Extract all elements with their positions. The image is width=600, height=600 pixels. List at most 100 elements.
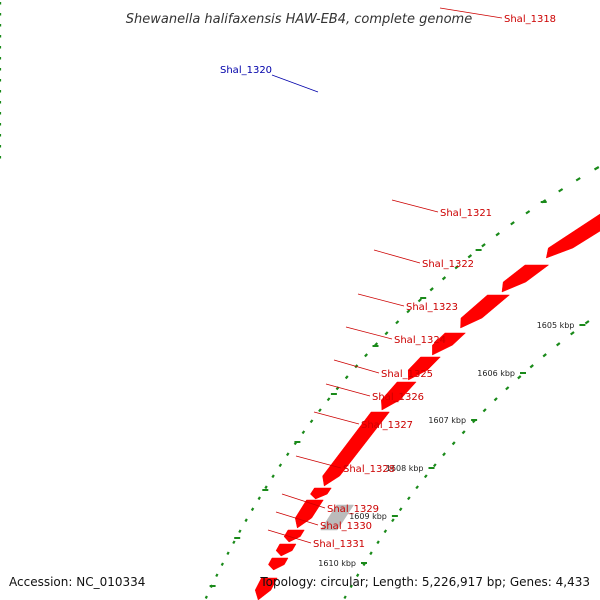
outer-ruler-dot	[406, 309, 411, 314]
outer-ruler-dot	[278, 463, 283, 468]
reverse-gene-arrow	[460, 294, 511, 329]
label-leader-line	[271, 74, 319, 93]
inner-ruler-dot	[407, 496, 411, 501]
outer-ruler-dot	[417, 298, 422, 303]
reverse-gene-arrow	[381, 381, 417, 411]
label-leader-line	[267, 529, 312, 544]
outer-ruler-dot	[301, 430, 306, 435]
inner-ruler-dot	[349, 584, 353, 589]
reverse-gene-arrow	[294, 499, 324, 529]
map-title: Shewanella halifaxensis HAW-EB4, complet…	[126, 12, 472, 27]
reverse-gene-arrow	[501, 264, 550, 293]
inner-ruler-dot	[442, 452, 446, 457]
outer-ruler-dot	[429, 287, 434, 292]
inner-ruler-dot	[482, 408, 487, 413]
outer-ruler-dot	[215, 573, 219, 578]
outer-ruler-dot	[204, 595, 208, 599]
outer-ruler-dot	[257, 496, 261, 501]
inner-ruler-dot	[584, 320, 590, 325]
outer-ruler-dot	[344, 375, 349, 380]
label-leader-line	[357, 293, 405, 307]
gene-label: Shal_1327	[361, 420, 413, 431]
outer-ruler-dot	[364, 353, 369, 358]
label-leader-line	[325, 383, 371, 397]
outer-ruler-dot	[226, 551, 230, 556]
gene-label: Shal_1330	[320, 521, 372, 532]
pseudogene-box	[320, 504, 355, 531]
kbp-tick-label: 1609 kbp	[349, 512, 387, 521]
gene-label: Shal_1323	[406, 302, 458, 313]
outer-ruler-dot	[285, 452, 290, 457]
outer-ruler-dot	[232, 540, 236, 545]
gene-label: Shal_1320	[220, 65, 272, 76]
label-leader-line	[439, 7, 503, 19]
inner-ruler-dot	[343, 595, 347, 600]
inner-ruler-dot	[517, 375, 522, 380]
outer-ruler-dot	[467, 254, 473, 259]
outer-ruler-dot	[238, 529, 242, 534]
outer-ruler-dot	[558, 188, 564, 193]
inner-ruler-dot	[570, 331, 575, 336]
gene-label: Shal_1321	[440, 208, 492, 219]
outer-ruler-dot	[395, 320, 400, 325]
inner-ruler-dot	[423, 474, 428, 479]
gene-label: Shal_1322	[422, 259, 474, 270]
reverse-gene-arrow	[432, 332, 467, 356]
inner-ruler-dot	[529, 364, 534, 369]
outer-ruler-dot	[593, 166, 600, 171]
inner-ruler-dot	[376, 540, 380, 545]
inner-ruler-dot	[505, 386, 510, 391]
reverse-gene-arrow	[268, 557, 289, 571]
label-leader-line	[313, 411, 360, 425]
gene-label: Shal_1318	[504, 14, 556, 25]
label-leader-line	[373, 249, 421, 264]
outer-ruler-dot	[318, 408, 322, 413]
outer-ruler-dot	[525, 210, 531, 215]
outer-ruler-dot	[250, 507, 255, 512]
inner-ruler-dot	[415, 485, 419, 490]
reverse-gene-arrow	[407, 356, 441, 381]
label-leader-line	[333, 359, 380, 374]
inner-ruler-dot	[556, 342, 561, 347]
gene-labels: Shal_1318 Shal_1320 Shal_1321 Shal_1322 Shal…	[220, 7, 556, 550]
gene-label: Shal_1324	[394, 335, 446, 346]
label-leader-line	[295, 455, 342, 469]
outer-ruler-dot	[326, 397, 331, 402]
outer-ruler-dot	[309, 419, 314, 424]
outer-ruler-dot	[441, 276, 447, 281]
outer-ruler-dot	[264, 485, 268, 490]
inner-ruler-dot	[398, 507, 403, 512]
outer-ruler-dot	[271, 474, 275, 479]
outer-ruler-dot	[510, 221, 515, 226]
outer-ruler-dot	[575, 177, 581, 182]
inner-ruler-dot	[369, 551, 373, 556]
inner-ruler-dot	[461, 430, 466, 435]
inner-ruler-dot	[391, 518, 395, 523]
label-leader-line	[345, 326, 393, 340]
inner-ruler-dot	[451, 441, 456, 446]
kbp-tick-label: 1607 kbp	[428, 416, 466, 425]
accession-text: Accession: NC_010334	[9, 575, 145, 589]
outer-ruler-dot	[244, 518, 248, 523]
label-leader-line	[275, 511, 319, 526]
outer-ruler-dot	[220, 562, 224, 567]
kbp-tick-label: 1606 kbp	[477, 369, 515, 378]
inner-ruler-dot	[432, 463, 437, 468]
gene-label: Shal_1329	[327, 504, 379, 515]
gene-label: Shal_1325	[381, 369, 433, 380]
reverse-gene-arrow	[310, 487, 332, 500]
reverse-gene-arrow	[275, 543, 297, 557]
topology-text: Topology: circular; Length: 5,226,917 bp…	[259, 575, 590, 589]
label-leader-line	[391, 199, 439, 213]
inner-ruler-dot	[355, 573, 360, 578]
outer-ruler-dot	[384, 331, 389, 336]
kbp-ticks: 1599 kbp1600 kbp1601 kbp1602 kbp1603 kbp…	[209, 201, 586, 587]
kbp-tick-label: 1608 kbp	[386, 464, 424, 473]
outer-ruler-dot	[481, 243, 486, 248]
label-leader-line	[281, 493, 326, 509]
gene-label: Shal_1328	[343, 464, 395, 475]
gene-label: Shal_1331	[313, 539, 365, 550]
inner-ruler-dot	[383, 529, 388, 534]
